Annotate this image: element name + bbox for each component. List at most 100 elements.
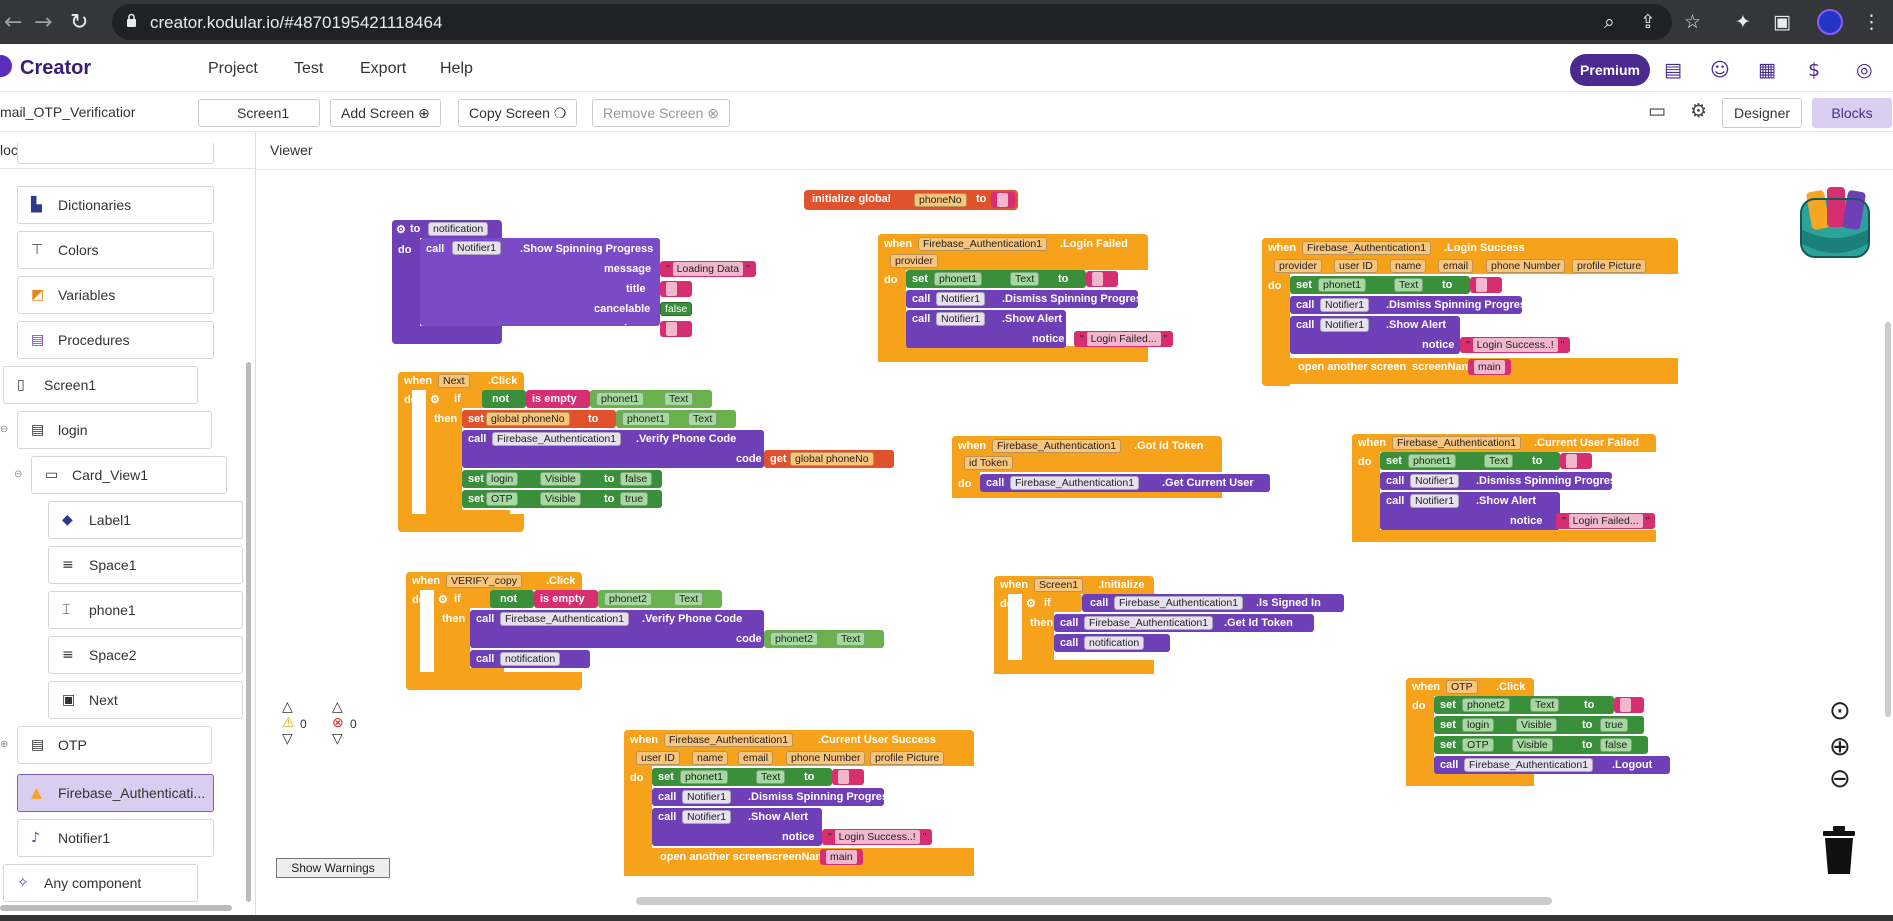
param-label[interactable]: name [1390, 259, 1427, 273]
dollar-icon[interactable]: $ [1808, 59, 1821, 81]
component-dropdown[interactable]: OTP [1462, 738, 1494, 752]
component-dropdown[interactable]: Firebase_Authentication1 [492, 432, 622, 446]
procedure-name[interactable]: notification [428, 222, 489, 236]
tree-item-notifier1[interactable]: ♪ Notifier1 [17, 819, 214, 857]
component-dropdown[interactable]: Firebase_Authentication1 [664, 733, 794, 747]
gear-icon[interactable]: ⚙ [1026, 598, 1036, 610]
param-label[interactable]: user ID [636, 751, 680, 765]
param-label[interactable]: phone Number [1486, 259, 1566, 273]
boolean-value[interactable]: true [620, 492, 649, 506]
palette-item-partial[interactable] [17, 142, 214, 164]
block-login-success[interactable]: when Firebase_Authentication1 .Login Suc… [1262, 238, 1682, 388]
string-notice[interactable]: " Login Failed... " [1074, 331, 1174, 347]
component-dropdown[interactable]: Firebase_Authentication1 [1302, 241, 1432, 255]
back-icon[interactable]: ← [4, 10, 23, 35]
property-dropdown[interactable]: Text [1530, 698, 1560, 712]
component-dropdown[interactable]: Notifier1 [1410, 494, 1460, 508]
component-dropdown[interactable]: phonet2 [770, 632, 818, 646]
more-icon[interactable]: ⋮ [1862, 11, 1881, 33]
gear-icon[interactable]: ⚙ [396, 224, 406, 236]
boolean-cancelable[interactable]: false [660, 302, 693, 316]
block-init-global[interactable]: initialize global phoneNo to [804, 190, 1018, 210]
profile-avatar[interactable] [1817, 9, 1843, 35]
component-dropdown[interactable]: Next [438, 374, 470, 388]
add-screen-button[interactable]: Add Screen ⊕ [330, 99, 441, 127]
empty-string[interactable] [1086, 271, 1118, 287]
palette-icon[interactable]: ☺ [1710, 59, 1730, 81]
property-dropdown[interactable]: Text [664, 392, 694, 406]
param-label[interactable]: provider [890, 254, 938, 268]
string-title[interactable] [660, 281, 692, 297]
bookmark-icon[interactable]: ☆ [1684, 11, 1702, 33]
share-icon[interactable]: ⇪ [1640, 11, 1656, 33]
component-dropdown[interactable]: Firebase_Authentication1 [1010, 476, 1140, 490]
variable-dropdown[interactable]: global phoneNo [486, 412, 570, 426]
property-dropdown[interactable]: Visible [1516, 718, 1557, 732]
arrow-down-icon[interactable]: ▽ [332, 730, 343, 746]
property-dropdown[interactable]: Text [1394, 278, 1424, 292]
palette-item-colors[interactable]: ⊤ Colors [17, 231, 214, 269]
property-dropdown[interactable]: Text [1484, 454, 1514, 468]
property-dropdown[interactable]: Text [674, 592, 704, 606]
menu-help[interactable]: Help [440, 60, 473, 77]
string-message[interactable]: " Loading Data " [660, 261, 756, 277]
gear-icon[interactable]: ⚙ [430, 394, 440, 406]
string-notice[interactable]: " Login Success..! " [1460, 337, 1571, 353]
component-dropdown[interactable]: Notifier1 [682, 790, 732, 804]
property-dropdown[interactable]: Text [756, 770, 786, 784]
empty-string[interactable] [1560, 453, 1592, 469]
tree-item-firebase[interactable]: ▲ Firebase_Authenticati... [17, 774, 214, 812]
tree-item-screen1[interactable]: ▯ Screen1 [3, 366, 198, 404]
tree-item-space2[interactable]: ≡ Space2 [48, 636, 243, 674]
component-dropdown[interactable]: Firebase_Authentication1 [1464, 758, 1594, 772]
empty-string[interactable] [832, 769, 864, 785]
component-dropdown[interactable]: phonet2 [604, 592, 652, 606]
param-label[interactable]: email [738, 751, 774, 765]
boolean-value[interactable]: false [1600, 738, 1633, 752]
block-got-id-token[interactable]: when Firebase_Authentication1 .Got Id To… [952, 436, 1272, 498]
block-procedure-notification[interactable]: ⚙ to notification do call Notifier1 .Sho… [392, 220, 756, 350]
center-icon[interactable]: ⊙ [1829, 696, 1851, 726]
component-dropdown[interactable]: Notifier1 [682, 810, 732, 824]
workspace-hscrollbar[interactable] [636, 897, 1552, 905]
menu-test[interactable]: Test [294, 60, 324, 77]
tree-item-card-view1[interactable]: ▭ Card_View1 [31, 456, 227, 494]
component-dropdown[interactable]: VERIFY_copy [446, 574, 522, 588]
folder-icon[interactable]: ▤ [1664, 59, 1682, 81]
show-warnings-button[interactable]: Show Warnings [276, 858, 390, 878]
gear-icon[interactable]: ⚙ [438, 594, 448, 606]
param-label[interactable]: user ID [1334, 259, 1378, 273]
param-label[interactable]: id Token [964, 456, 1013, 470]
string-notice[interactable]: " Login Failed... " [1556, 513, 1656, 529]
settings-icon[interactable]: ⚙ [1690, 100, 1708, 122]
tree-item-label1[interactable]: ◆ Label1 [48, 501, 243, 539]
extensions-icon[interactable]: ✦ [1735, 11, 1751, 33]
block-otp-click[interactable]: when OTP .Click do set phonet2 Text to s… [1406, 678, 1676, 788]
zoom-icon[interactable]: ⌕ [1604, 11, 1615, 33]
zoom-in-icon[interactable]: ⊕ [1829, 732, 1851, 762]
property-dropdown[interactable]: Visible [540, 492, 581, 506]
string-screen[interactable]: main [1468, 359, 1511, 375]
block-current-user-failed[interactable]: when Firebase_Authentication1 .Current U… [1352, 434, 1672, 544]
component-dropdown[interactable]: Firebase_Authentication1 [1392, 436, 1522, 450]
forward-icon[interactable]: → [34, 10, 53, 35]
property-dropdown[interactable]: Text [688, 412, 718, 426]
component-dropdown[interactable]: Notifier1 [452, 241, 502, 255]
palette-item-variables[interactable]: ◩ Variables [17, 276, 214, 314]
component-dropdown[interactable]: Firebase_Authentication1 [918, 237, 1048, 251]
zoom-out-icon[interactable]: ⊖ [1829, 764, 1851, 794]
sidepanel-icon[interactable]: ▣ [1773, 11, 1791, 33]
component-dropdown[interactable]: phonet2 [1462, 698, 1510, 712]
workspace-vscrollbar[interactable] [1885, 322, 1891, 717]
address-bar[interactable]: creator.kodular.io/#4870195421118464 [112, 4, 1672, 40]
procedure-dropdown[interactable]: notification [1084, 636, 1145, 650]
tree-item-next[interactable]: ▣ Next [48, 681, 243, 719]
boolean-value[interactable]: false [620, 472, 653, 486]
component-dropdown[interactable]: phonet1 [622, 412, 670, 426]
account-icon[interactable]: ◎ [1856, 59, 1873, 81]
empty-string[interactable] [1614, 697, 1644, 713]
component-dropdown[interactable]: phonet1 [596, 392, 644, 406]
tree-item-any-component[interactable]: ✧ Any component [3, 864, 198, 902]
empty-string[interactable] [1470, 277, 1502, 293]
library-icon[interactable]: ▦ [1758, 59, 1776, 81]
